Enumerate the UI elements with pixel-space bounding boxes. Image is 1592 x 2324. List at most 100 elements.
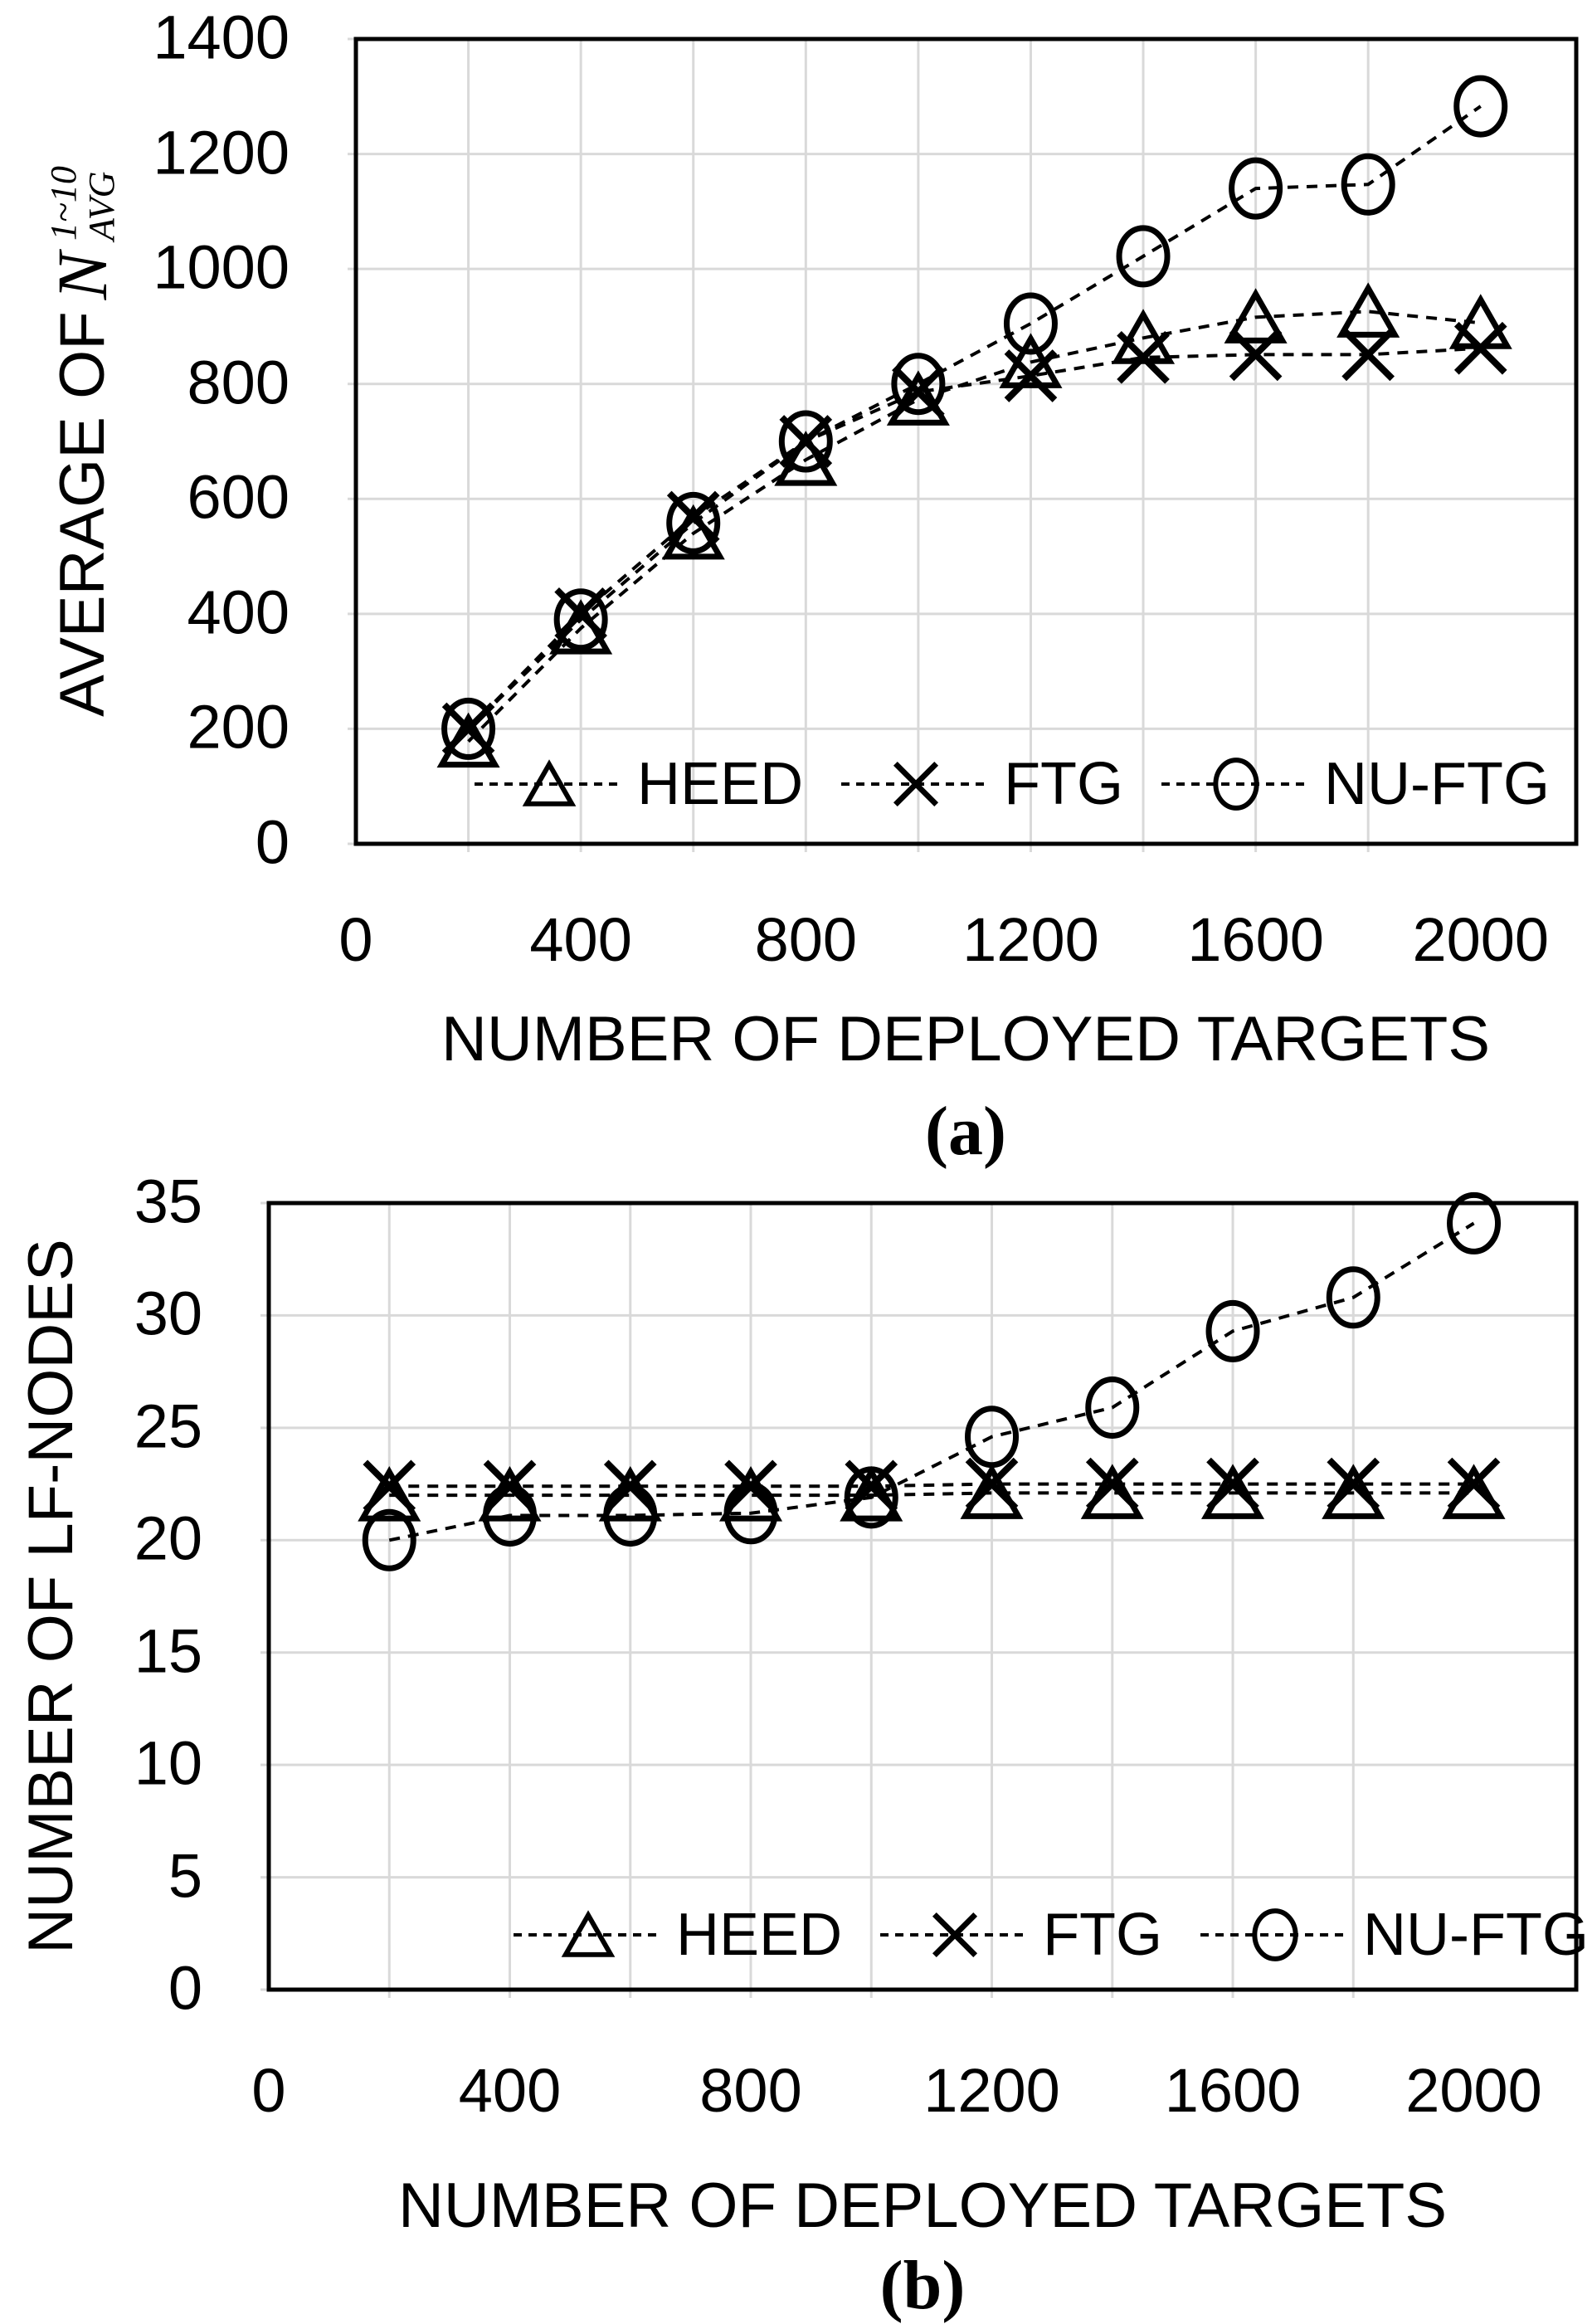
y-tick-label: 400 xyxy=(187,577,290,647)
series-NU-FTG-circle-marker xyxy=(666,491,721,554)
series-HEED-triangle-marker xyxy=(1224,288,1288,343)
series-FTG-x-marker xyxy=(1117,331,1170,384)
series-FTG-x-marker xyxy=(1206,1457,1259,1511)
legend-label-FTG: FTG xyxy=(1004,751,1124,817)
y-tick-label: 30 xyxy=(134,1279,202,1348)
legend-marker-swatch-circle-icon xyxy=(1161,758,1312,811)
x-tick-label: 0 xyxy=(251,2056,286,2125)
legend-marker-swatch-triangle-icon xyxy=(475,759,625,806)
legend-marker-swatch-triangle-icon xyxy=(514,1910,664,1957)
series-line-HEED xyxy=(467,309,1481,743)
plot-border xyxy=(266,1201,1579,1992)
series-NU-FTG-circle-marker xyxy=(1341,153,1395,216)
series-FTG-x-marker xyxy=(965,1457,1019,1511)
series-HEED-triangle-marker xyxy=(1448,294,1512,349)
series-FTG-x-marker xyxy=(1453,321,1507,375)
y-tick-label: 0 xyxy=(168,1953,202,2023)
series-FTG-x-marker xyxy=(1341,328,1395,382)
series-NU-FTG-circle-marker xyxy=(844,1466,898,1529)
y-tick-label: 0 xyxy=(255,807,290,877)
caption-a: (a) xyxy=(925,1093,1006,1170)
y-tick-label: 600 xyxy=(187,462,290,532)
series-NU-FTG-circle-marker xyxy=(1326,1266,1380,1329)
legend-item-NU-FTG: NU-FTG xyxy=(1161,746,1550,822)
series-NU-FTG-circle-marker xyxy=(553,588,608,651)
x-axis-title-b: NUMBER OF DEPLOYED TARGETS xyxy=(397,2171,1448,2241)
x-tick-label: 400 xyxy=(529,905,632,974)
series-line-FTG xyxy=(389,1482,1474,1488)
legend-marker-swatch-x-icon xyxy=(841,761,991,807)
series-NU-FTG-circle-marker xyxy=(362,1508,416,1571)
legend-x-icon xyxy=(893,761,939,807)
y-tick-label: 5 xyxy=(168,1841,202,1911)
series-HEED-triangle-marker xyxy=(886,370,950,426)
series-line-HEED xyxy=(389,1491,1474,1498)
series-NU-FTG-circle-marker xyxy=(778,410,833,473)
series-NU-FTG-circle-marker xyxy=(1447,1191,1502,1255)
legend-item-FTG: FTG xyxy=(841,746,1123,822)
series-FTG-x-marker xyxy=(1085,1457,1139,1511)
x-tick-label: 2000 xyxy=(1412,905,1550,974)
legend-label-HEED: HEED xyxy=(637,751,804,817)
x-tick-label: 1200 xyxy=(923,2056,1060,2125)
y-tick-label: 35 xyxy=(134,1167,202,1236)
series-NU-FTG-circle-marker xyxy=(891,353,946,416)
legend-b: HEED FTG NU-FTG xyxy=(514,1897,1589,1973)
series-NU-FTG-circle-marker xyxy=(1229,157,1283,220)
x-tick-label: 2000 xyxy=(1405,2056,1542,2125)
y-tick-label: 10 xyxy=(134,1728,202,1798)
legend-triangle-icon xyxy=(522,759,577,806)
legend-item-HEED: HEED xyxy=(475,746,803,822)
x-tick-label: 1600 xyxy=(1187,905,1324,974)
legend-label-HEED: HEED xyxy=(676,1902,843,1968)
legend-marker-swatch-x-icon xyxy=(880,1912,1030,1958)
y-tick-label: 800 xyxy=(187,348,290,417)
legend-a: HEED FTG NU-FTG xyxy=(475,746,1550,822)
legend-item-NU-FTG: NU-FTG xyxy=(1200,1897,1589,1973)
series-NU-FTG-circle-marker xyxy=(1453,75,1508,138)
legend-item-HEED: HEED xyxy=(514,1897,842,1973)
series-FTG-x-marker xyxy=(1447,1457,1501,1511)
series-HEED-triangle-marker xyxy=(1442,1464,1506,1519)
series-FTG-x-marker xyxy=(363,1459,416,1513)
y-tick-label: 25 xyxy=(134,1391,202,1461)
legend-marker-swatch-circle-icon xyxy=(1200,1908,1351,1961)
series-NU-FTG-circle-marker xyxy=(603,1484,658,1547)
series-NU-FTG-circle-marker xyxy=(1003,292,1058,355)
series-NU-FTG-circle-marker xyxy=(1205,1299,1260,1362)
plot-border xyxy=(353,37,1579,846)
x-tick-label: 0 xyxy=(338,905,373,974)
y-tick-label: 15 xyxy=(134,1616,202,1686)
y-tick-label: 1200 xyxy=(153,118,290,188)
series-HEED-triangle-marker xyxy=(1336,282,1400,338)
series-line-NU-FTG xyxy=(467,105,1482,730)
series-NU-FTG-circle-marker xyxy=(723,1482,778,1545)
x-tick-label: 800 xyxy=(699,2056,802,2125)
legend-circle-icon xyxy=(1252,1908,1298,1961)
legend-x-icon xyxy=(932,1912,978,1958)
series-NU-FTG-circle-marker xyxy=(1116,225,1171,288)
series-FTG-x-marker xyxy=(1229,328,1283,382)
series-FTG-x-marker xyxy=(845,1459,898,1513)
x-tick-label: 400 xyxy=(458,2056,562,2125)
series-NU-FTG-circle-marker xyxy=(441,697,496,760)
y-tick-label: 1400 xyxy=(153,2,290,72)
series-FTG-x-marker xyxy=(1327,1457,1380,1511)
caption-b: (b) xyxy=(879,2247,966,2324)
x-tick-label: 800 xyxy=(754,905,858,974)
y-tick-label: 200 xyxy=(187,692,290,762)
legend-label-FTG: FTG xyxy=(1043,1902,1163,1968)
legend-label-NU-FTG: NU-FTG xyxy=(1324,751,1550,817)
series-NU-FTG-circle-marker xyxy=(483,1484,538,1547)
series-NU-FTG-circle-marker xyxy=(1085,1376,1140,1439)
series-line-FTG xyxy=(467,346,1481,730)
legend-circle-icon xyxy=(1213,758,1259,811)
x-axis-title-a: NUMBER OF DEPLOYED TARGETS xyxy=(441,1004,1491,1074)
legend-label-NU-FTG: NU-FTG xyxy=(1363,1902,1589,1968)
x-tick-label: 1200 xyxy=(962,905,1099,974)
x-tick-label: 1600 xyxy=(1164,2056,1302,2125)
legend-triangle-icon xyxy=(561,1910,616,1957)
series-NU-FTG-circle-marker xyxy=(965,1406,1020,1469)
